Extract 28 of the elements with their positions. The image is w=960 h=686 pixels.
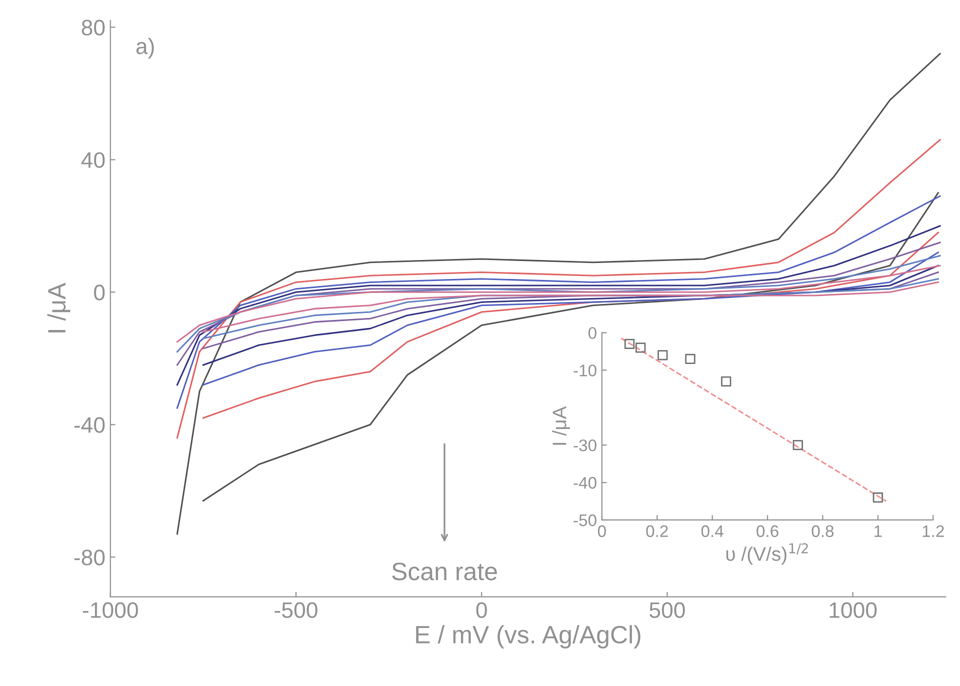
x-tick-label: 0.8 — [812, 525, 834, 538]
y-tick-label: 0 — [588, 327, 596, 339]
x-axis-title: E / mV (vs. Ag/AgCl) — [416, 625, 640, 648]
x-tick-label: 1 — [874, 525, 882, 537]
y-tick-label: -40 — [74, 417, 105, 433]
y-axis-title: I /μA — [552, 406, 570, 445]
y-tick-label: -30 — [574, 439, 596, 452]
y-axis-title: I /μA — [47, 282, 70, 332]
y-tick-label: -40 — [574, 476, 596, 489]
y-tick-label: -10 — [574, 364, 596, 376]
y-tick-label: -50 — [574, 514, 596, 526]
y-tick-label: 80 — [82, 20, 105, 36]
x-tick-label: -500 — [274, 602, 318, 618]
annotation: a) — [136, 38, 154, 59]
x-tick-label: 1000 — [830, 602, 877, 618]
x-tick-label: 0.2 — [646, 525, 668, 538]
x-tick-label: -1000 — [82, 602, 138, 618]
x-tick-label: 500 — [650, 602, 685, 618]
x-tick-label: 0 — [598, 525, 606, 538]
y-tick-label: 40 — [81, 152, 105, 168]
x-tick-label: 0.4 — [701, 525, 724, 538]
x-axis-title: υ /(V/s)$^{1/2}$ — [726, 543, 808, 565]
x-tick-label: 0.6 — [756, 525, 778, 538]
x-tick-label: 1.2 — [922, 525, 944, 537]
annotation: Scan rate — [392, 562, 497, 580]
y-tick-label: -80 — [74, 550, 105, 566]
y-tick-label: 0 — [94, 284, 105, 300]
x-tick-label: 0 — [476, 602, 487, 618]
